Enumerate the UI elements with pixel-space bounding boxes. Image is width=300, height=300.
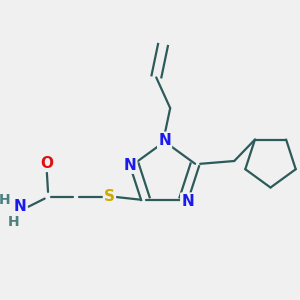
Text: H: H — [7, 215, 19, 229]
Text: N: N — [158, 133, 171, 148]
Text: N: N — [124, 158, 136, 173]
Text: O: O — [40, 156, 53, 171]
Text: N: N — [181, 194, 194, 208]
Text: N: N — [14, 199, 26, 214]
Text: S: S — [104, 189, 115, 204]
Text: H: H — [0, 193, 11, 207]
